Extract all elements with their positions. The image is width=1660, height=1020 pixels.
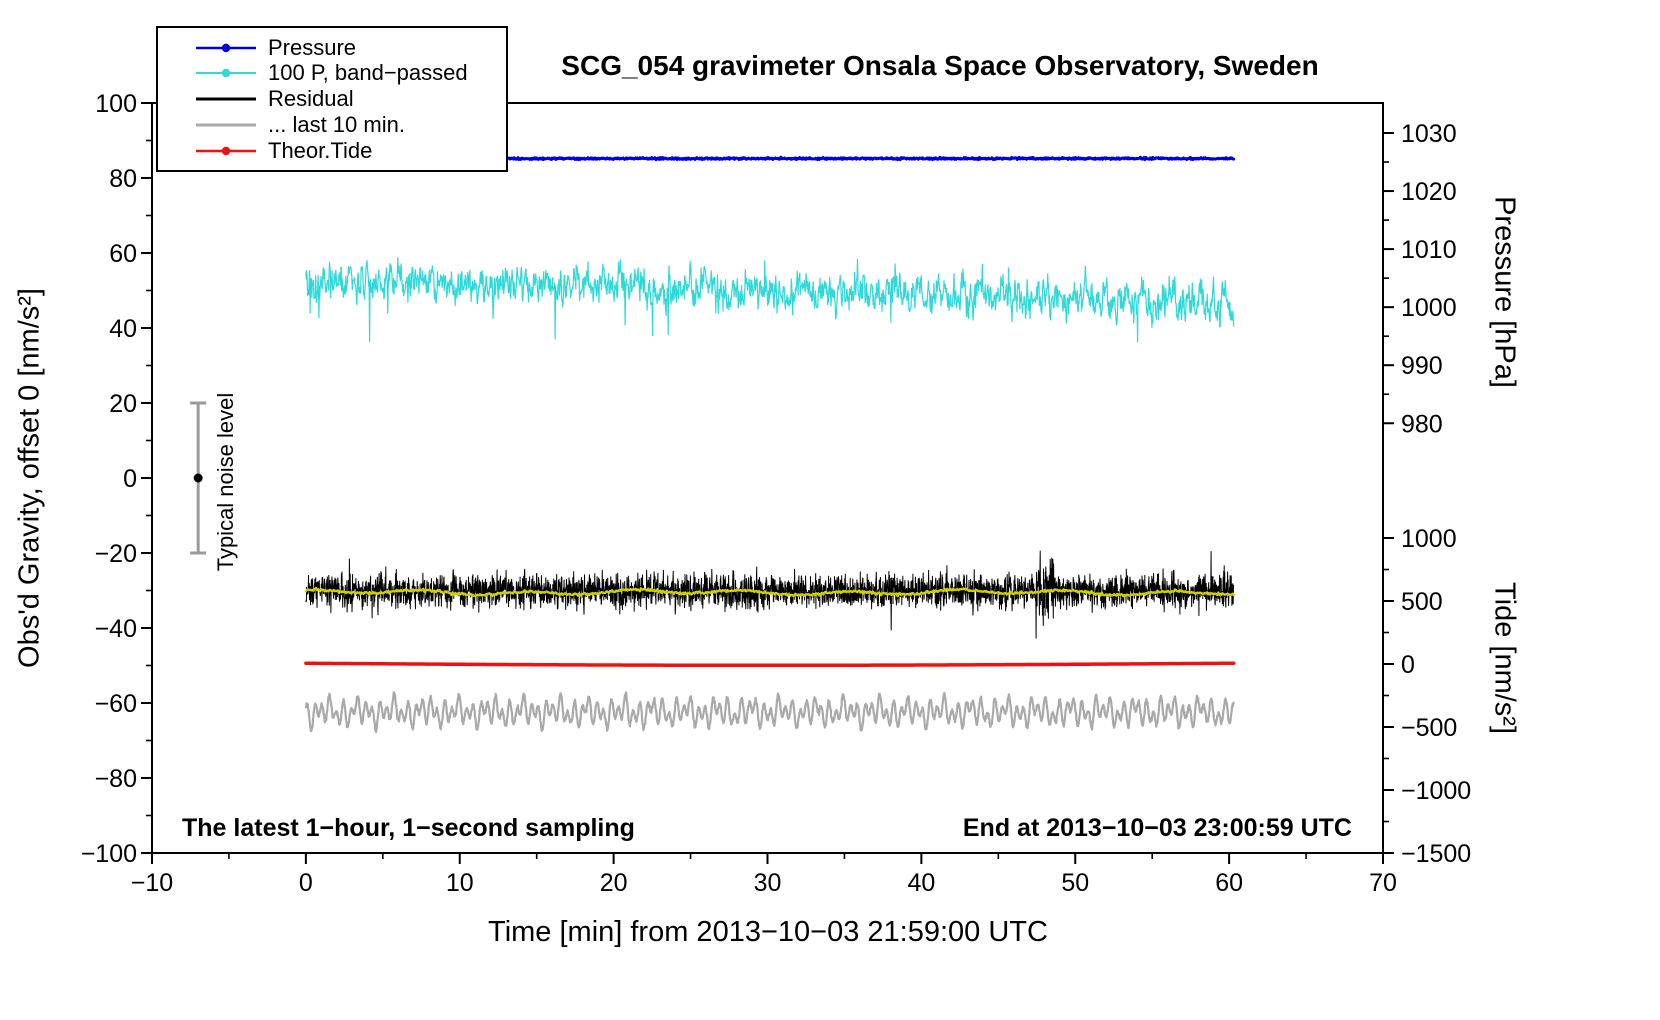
pressure-tick-label: 1010 <box>1401 236 1457 264</box>
pressure-tick-label: 1020 <box>1401 178 1457 206</box>
y-tick-label: −40 <box>95 615 137 643</box>
x-tick-label: −10 <box>131 869 173 897</box>
series-theor-tide <box>304 661 1236 668</box>
tide-tick-label: −500 <box>1401 714 1457 742</box>
legend-label: 100 P, band−passed <box>268 60 468 86</box>
x-tick-label: 70 <box>1369 869 1397 897</box>
tide-tick-label: −1000 <box>1401 777 1471 805</box>
pressure-tick-label: 980 <box>1401 410 1443 438</box>
series-bandpassed <box>305 256 1235 343</box>
y-tick-label: 20 <box>109 390 137 418</box>
x-tick-label: 20 <box>600 869 628 897</box>
series-residual <box>305 550 1235 639</box>
x-tick-label: 0 <box>299 869 313 897</box>
tide-tick-label: 0 <box>1401 651 1415 679</box>
x-tick-label: 40 <box>907 869 935 897</box>
legend-item: Pressure <box>194 35 506 60</box>
legend-label: Pressure <box>268 34 357 60</box>
y-tick-label: −60 <box>95 690 137 718</box>
pressure-tick-label: 1000 <box>1401 294 1457 322</box>
legend-label: ... last 10 min. <box>268 111 405 137</box>
legend-label: Theor.Tide <box>268 137 373 163</box>
y-tick-label: 40 <box>109 315 137 343</box>
x-tick-label: 30 <box>754 869 782 897</box>
series-residual-mean <box>304 586 1235 598</box>
noise-marker-dot <box>193 473 203 483</box>
legend-swatch-line-dot-icon <box>196 69 256 78</box>
legend-item: ... last 10 min. <box>194 112 506 137</box>
legend-label: Residual <box>268 86 354 111</box>
legend-swatch-line-dot-icon <box>196 146 256 155</box>
x-axis-label: Time [min] from 2013−10−03 21:59:00 UTC <box>488 916 1048 948</box>
legend: Pressure 100 P, band−passed Residual... la… <box>156 26 508 172</box>
legend-item: 100 P, band−passed <box>194 60 506 86</box>
y-axis-label-pressure: Pressure [hPa] <box>1488 196 1521 388</box>
x-tick-label: 10 <box>446 869 474 897</box>
y-tick-label: 100 <box>95 90 137 118</box>
plot-frame <box>151 102 1384 854</box>
y-tick-label: 0 <box>123 465 137 493</box>
annotation-sampling: The latest 1−hour, 1−second sampling <box>182 814 635 842</box>
legend-swatch-line-icon <box>196 123 256 127</box>
legend-swatch-line-dot-icon <box>196 43 256 52</box>
y-axis-label-tide: Tide [nm/s²] <box>1488 581 1521 735</box>
y-tick-label: −20 <box>95 540 137 568</box>
tide-tick-label: 1000 <box>1401 525 1457 553</box>
y-tick-label: 60 <box>109 240 137 268</box>
y-tick-label: 80 <box>109 165 137 193</box>
noise-level-label: Typical noise level <box>213 392 238 572</box>
series-last10min <box>304 691 1235 734</box>
tide-tick-label: −1500 <box>1401 840 1471 868</box>
y-tick-label: −80 <box>95 765 137 793</box>
legend-item: Theor.Tide <box>194 138 506 163</box>
pressure-tick-label: 1030 <box>1401 120 1457 148</box>
legend-swatch-line-icon <box>196 97 256 101</box>
chart-title: SCG_054 gravimeter Onsala Space Observat… <box>561 50 1319 81</box>
x-tick-label: 50 <box>1061 869 1089 897</box>
annotation-end-time: End at 2013−10−03 23:00:59 UTC <box>962 814 1352 842</box>
x-tick-label: 60 <box>1215 869 1243 897</box>
legend-item: Residual <box>194 86 506 112</box>
tide-tick-label: 500 <box>1401 588 1443 616</box>
y-axis-label-gravity: Obs'd Gravity, offset 0 [nm/s²] <box>13 288 46 668</box>
y-tick-label: −100 <box>81 840 137 868</box>
pressure-tick-label: 990 <box>1401 352 1443 380</box>
